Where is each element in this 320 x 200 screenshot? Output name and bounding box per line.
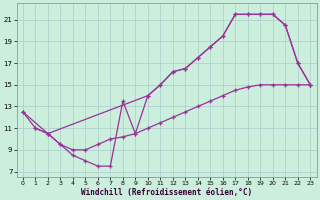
X-axis label: Windchill (Refroidissement éolien,°C): Windchill (Refroidissement éolien,°C) — [81, 188, 252, 197]
